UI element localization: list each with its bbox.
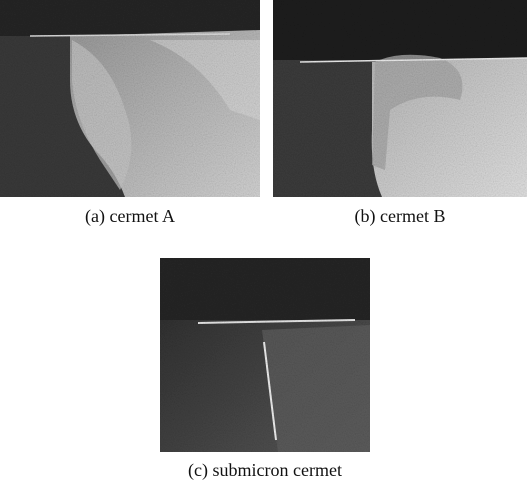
caption: (b) cermet B (355, 206, 446, 227)
caption: (c) submicron cermet (188, 460, 342, 481)
photo-c (160, 258, 370, 452)
figure: (a) cermet A (b) cermet B (c) submicron … (0, 0, 527, 483)
caption: (a) cermet A (85, 206, 175, 227)
photo-a (0, 0, 260, 197)
photo-b (273, 0, 527, 197)
